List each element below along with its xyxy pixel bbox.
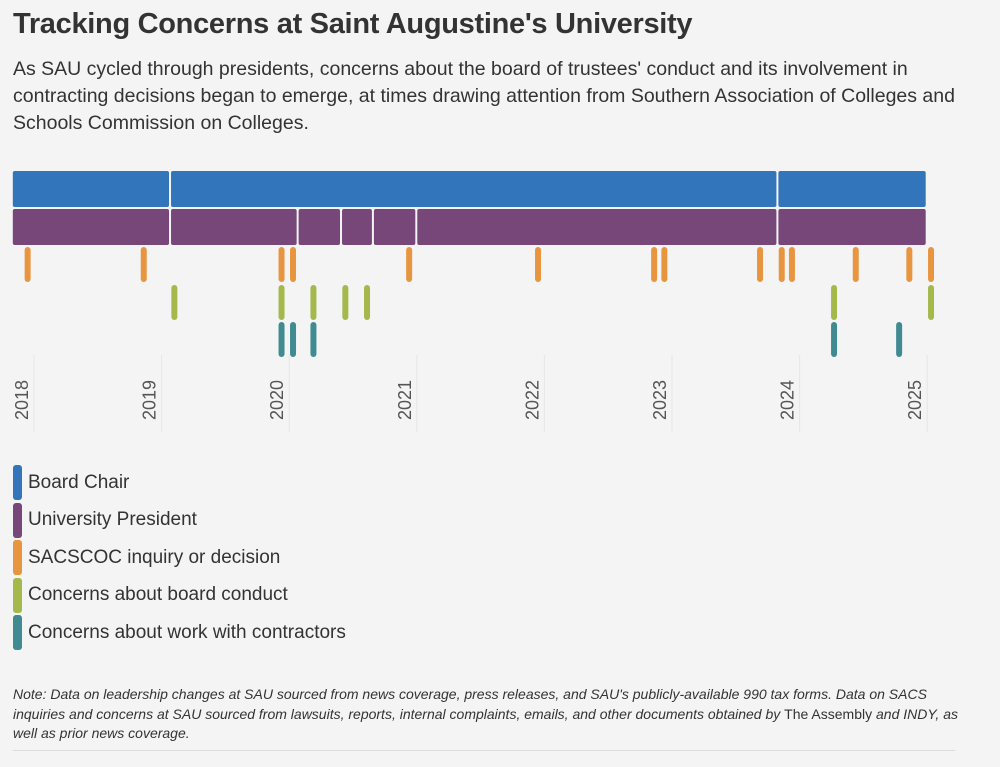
board-conduct-marker xyxy=(278,285,285,320)
sacscoc-event-marker xyxy=(778,247,785,282)
board-chair-span xyxy=(12,171,170,207)
board-conduct-marker xyxy=(364,285,371,320)
sacscoc-event-marker xyxy=(24,247,31,282)
contractor-concern-marker xyxy=(290,322,297,357)
president-span xyxy=(373,209,416,245)
source-note: Note: Data on leadership changes at SAU … xyxy=(13,685,963,744)
legend-item-university-president: University President xyxy=(13,502,346,540)
x-tick-label: 2023 xyxy=(650,380,670,420)
x-tick-label: 2018 xyxy=(12,380,32,420)
x-axis: 2018 2019 2020 2021 2022 2023 2024 2025 xyxy=(12,380,925,420)
sacscoc-event-marker xyxy=(757,247,764,282)
note-text: Note: Data on leadership changes at SAU … xyxy=(13,686,927,722)
board-conduct-marker xyxy=(831,285,838,320)
sacscoc-event-marker xyxy=(290,247,297,282)
legend-swatch xyxy=(13,577,22,613)
board-chair-span xyxy=(171,171,777,207)
x-tick-label: 2022 xyxy=(522,380,542,420)
board-conduct-marker xyxy=(342,285,349,320)
chart-title: Tracking Concerns at Saint Augustine's U… xyxy=(13,8,693,40)
legend-swatch xyxy=(13,465,22,501)
legend-swatch xyxy=(13,615,22,651)
president-span xyxy=(778,209,926,245)
sacscoc-event-marker xyxy=(852,247,859,282)
president-span xyxy=(171,209,297,245)
span-bars xyxy=(12,171,926,245)
event-markers xyxy=(24,247,935,357)
legend-swatch xyxy=(13,502,22,538)
legend-label: Board Chair xyxy=(28,471,130,493)
sacscoc-event-marker xyxy=(140,247,147,282)
president-span xyxy=(298,209,341,245)
legend-item-sacscoc: SACSCOC inquiry or decision xyxy=(13,539,346,577)
sacscoc-event-marker xyxy=(651,247,658,282)
board-chair-span xyxy=(778,171,926,207)
legend-label: University President xyxy=(28,509,197,531)
board-conduct-marker xyxy=(928,285,935,320)
gridlines xyxy=(33,355,928,432)
contractor-concern-marker xyxy=(278,322,285,357)
legend-item-board-chair: Board Chair xyxy=(13,464,346,502)
chart-subtitle: As SAU cycled through presidents, concer… xyxy=(13,58,955,134)
sacscoc-event-marker xyxy=(906,247,913,282)
board-conduct-marker xyxy=(171,285,178,320)
legend-item-contractors: Concerns about work with contractors xyxy=(13,614,346,652)
sacscoc-event-marker xyxy=(278,247,285,282)
president-span xyxy=(417,209,777,245)
contractor-concern-marker xyxy=(310,322,317,357)
president-span xyxy=(12,209,170,245)
x-tick-label: 2024 xyxy=(778,380,798,420)
sacscoc-event-marker xyxy=(535,247,542,282)
legend-swatch xyxy=(13,540,22,576)
legend-item-board-conduct: Concerns about board conduct xyxy=(13,577,346,615)
note-outlet: The Assembly xyxy=(784,705,873,722)
x-tick-label: 2025 xyxy=(905,380,925,420)
note-text-end: and INDY, as well as prior news coverage… xyxy=(13,705,958,742)
contractor-concern-marker xyxy=(831,322,838,357)
sacscoc-event-marker xyxy=(661,247,668,282)
legend: Board Chair University President SACSCOC… xyxy=(13,464,346,652)
sacscoc-event-marker xyxy=(788,247,795,282)
legend-label: Concerns about board conduct xyxy=(28,584,288,606)
sacscoc-event-marker xyxy=(406,247,413,282)
legend-label: Concerns about work with contractors xyxy=(28,621,346,643)
x-tick-label: 2020 xyxy=(267,380,287,420)
legend-label: SACSCOC inquiry or decision xyxy=(28,546,281,568)
board-conduct-marker xyxy=(310,285,317,320)
x-tick-label: 2019 xyxy=(140,380,160,420)
president-span xyxy=(342,209,372,245)
timeline-chart: 2018 2019 2020 2021 2022 2023 2024 2025 xyxy=(12,171,935,432)
contractor-concern-marker xyxy=(896,322,903,357)
sacscoc-event-marker xyxy=(928,247,935,282)
divider xyxy=(13,750,955,751)
x-tick-label: 2021 xyxy=(395,380,415,420)
